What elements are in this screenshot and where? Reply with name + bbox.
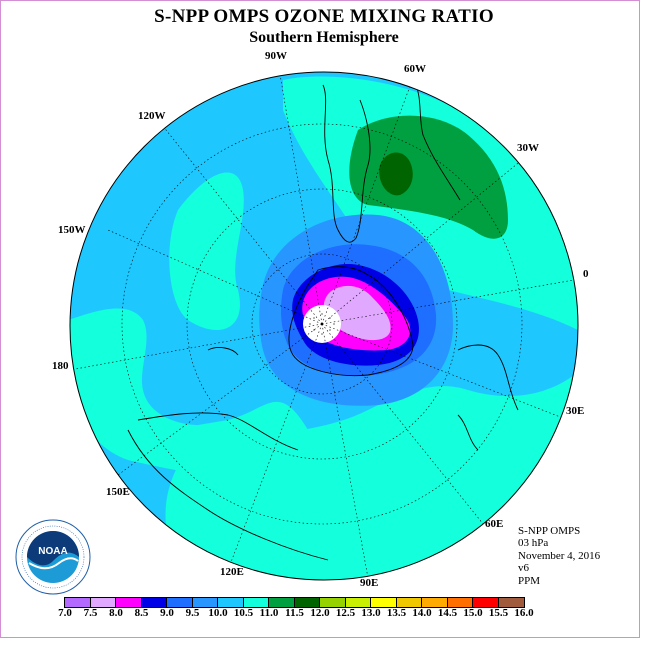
graticule (70, 73, 575, 579)
lon-label-30w: 30W (517, 142, 539, 154)
colorbar-swatch (269, 598, 295, 607)
lon-label-60e: 60E (485, 518, 504, 530)
colorbar-swatch (116, 598, 142, 607)
colorbar-tick-label: 7.5 (83, 607, 98, 619)
lon-label-90e: 90E (360, 577, 379, 589)
colorbar-swatch (447, 598, 473, 607)
colorbar-swatch (90, 598, 116, 607)
colorbar-tick-label: 7.0 (58, 607, 72, 619)
colorbar-swatch (65, 598, 91, 607)
colorbar-tick-label: 14.5 (437, 607, 458, 619)
lon-label-150w: 150W (58, 224, 86, 236)
colorbar-swatch (473, 598, 499, 607)
field-dark-green (379, 152, 413, 196)
colorbar-tick-label: 13.5 (386, 607, 407, 619)
colorbar-swatch (498, 598, 524, 607)
colorbar-swatch (396, 598, 422, 607)
figure-frame (0, 0, 640, 638)
colorbar-tick-label: 9.0 (160, 607, 174, 619)
noaa-logo-text: NOAA (38, 546, 67, 557)
colorbar-tick-label: 15.0 (463, 607, 483, 619)
colorbar-tick-label: 16.0 (514, 607, 534, 619)
colorbar-swatch (167, 598, 193, 607)
version-label: v6 (518, 562, 529, 575)
lon-label-120w: 120W (138, 110, 166, 122)
colorbar-tick-label: 10.5 (233, 607, 254, 619)
pole-stipple (309, 313, 335, 335)
colorbar-swatch (192, 598, 218, 607)
lon-label-120e: 120E (220, 566, 244, 578)
colorbar-swatch (320, 598, 346, 607)
colorbar (64, 597, 525, 608)
map-subtitle: Southern Hemisphere (249, 29, 399, 46)
colorbar-swatch (141, 598, 167, 607)
product-info: S-NPP OMPS 03 hPa November 4, 2016 v6 PP… (518, 525, 600, 587)
colorbar-tick-label: 11.0 (259, 607, 279, 619)
colorbar-tick-label: 10.0 (208, 607, 228, 619)
colorbar-tick-label: 14.0 (412, 607, 432, 619)
colorbar-tick-label: 9.5 (185, 607, 200, 619)
colorbar-tick-label: 8.5 (134, 607, 149, 619)
lon-label-90w: 90W (265, 50, 287, 62)
pressure-level-label: 03 hPa (518, 537, 549, 550)
colorbar-swatch (294, 598, 320, 607)
date-label: November 4, 2016 (518, 549, 601, 562)
colorbar-swatch (422, 598, 448, 607)
lon-label-180: 180 (52, 360, 69, 372)
map-boundary (69, 71, 579, 581)
coastlines (127, 79, 519, 561)
colorbar-tick-label: 8.0 (109, 607, 123, 619)
colorbar-tick-label: 13.0 (361, 607, 381, 619)
field-green (349, 115, 508, 239)
colorbar-tick-label: 12.5 (335, 607, 356, 619)
lon-label-150e: 150E (106, 486, 130, 498)
colorbar-swatch (345, 598, 371, 607)
lon-label-30e: 30E (566, 405, 585, 417)
map-title: S-NPP OMPS OZONE MIXING RATIO (154, 6, 494, 27)
colorbar-swatch (243, 598, 269, 607)
lon-label-0: 0 (583, 268, 589, 280)
noaa-logo: NOAA (15, 519, 91, 595)
colorbar-swatch (371, 598, 397, 607)
field-aqua-west (169, 172, 244, 330)
colorbar-swatch (218, 598, 244, 607)
colorbar-tick-label: 15.5 (488, 607, 509, 619)
colorbar-tick-label: 12.0 (310, 607, 330, 619)
polar-map (69, 71, 579, 581)
lon-label-60w: 60W (404, 63, 426, 75)
colorbar-tick-label: 11.5 (285, 607, 304, 619)
instrument-label: S-NPP OMPS (518, 525, 581, 537)
units-label: PPM (518, 574, 541, 587)
